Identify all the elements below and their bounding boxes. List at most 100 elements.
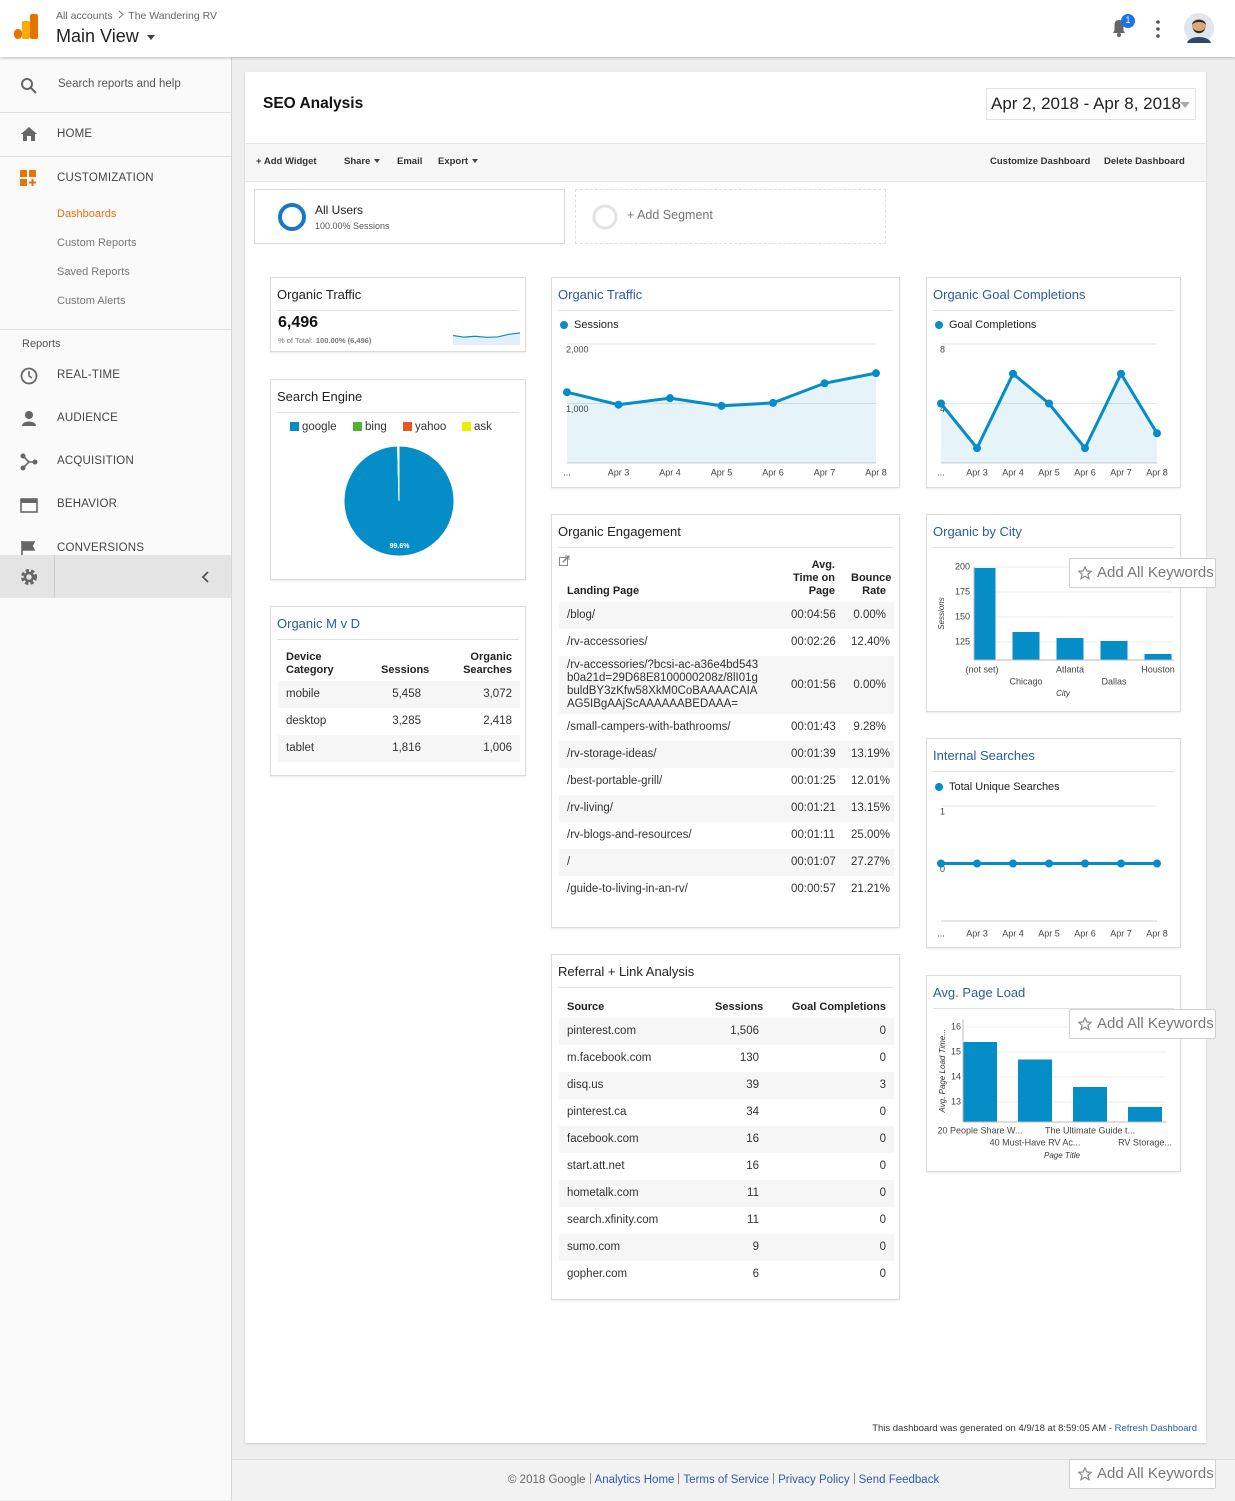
column-header: Bounce Rate [843,555,894,602]
table-cell: 5,458 [373,681,429,708]
legend-swatch [290,422,299,431]
footer-link[interactable]: Terms of Service [683,1474,769,1486]
table-cell: 0 [767,1207,894,1234]
dropdown-caret [1180,102,1190,108]
settings-icon[interactable] [19,567,39,587]
breadcrumb: All accounts The Wandering RV [56,10,217,22]
breadcrumb-item[interactable]: All accounts [56,10,113,22]
table-cell: 11 [707,1207,767,1234]
nav-item[interactable]: BEHAVIOR [57,498,117,510]
sidebar: Search reports and help HOME CUSTOMIZATI… [0,57,232,1500]
date-range-picker[interactable]: Apr 2, 2018 - Apr 8, 2018 [986,88,1196,120]
x-tick-label: Apr 7 [1110,467,1132,477]
nav-subitem[interactable]: Custom Reports [57,237,136,249]
toolbar-button[interactable]: Customize Dashboard [990,156,1090,167]
more-menu[interactable] [1153,18,1163,40]
add-keywords-button[interactable]: Add All Keywords [1069,1009,1216,1039]
top-bar: All accounts The Wandering RV Main View … [0,0,1235,57]
legend-label: Total Unique Searches [949,781,1060,793]
refresh-link[interactable]: Refresh Dashboard [1115,1423,1197,1434]
point [718,402,726,410]
cell-text: mobile [286,685,371,704]
nav-subitem-active[interactable]: Dashboards [57,208,116,220]
breadcrumb-item[interactable]: The Wandering RV [128,10,217,22]
toolbar-button[interactable]: Email [397,156,422,167]
nav-item[interactable]: AUDIENCE [57,412,118,424]
y-tick-label: 8 [940,344,945,354]
link-cell [763,741,783,768]
table-cell: 16 [707,1126,767,1153]
legend-label: ask [474,421,492,433]
x-tick-label: Apr 8 [865,467,887,477]
toolbar-label: Export [438,156,468,167]
copyright: © 2018 Google [508,1474,586,1486]
x-tick-label: Apr 6 [1074,467,1096,477]
point [615,401,623,409]
add-keywords-button[interactable]: Add All Keywords [1069,558,1216,588]
user-avatar[interactable] [1184,13,1214,43]
table-cell: /rv-accessories/ [559,629,763,656]
x-tick-label: 20 People Share W... [937,1125,1022,1135]
link-cell [763,629,783,656]
column-header: Goal Completions [767,997,894,1018]
cell-text: hometalk.com [567,1184,705,1203]
nav-item[interactable]: REAL-TIME [57,369,120,381]
table-cell: start.att.net [559,1153,707,1180]
y-tick-label: 175 [955,586,970,596]
search-box[interactable]: Search reports and help [58,78,181,90]
table-cell: 3 [767,1072,894,1099]
widget-title: Organic Engagement [558,515,893,548]
toolbar-button[interactable]: Export [438,156,478,167]
divider [0,156,231,157]
nav-item[interactable]: HOME [57,128,92,140]
toolbar-button[interactable]: Delete Dashboard [1104,156,1185,167]
nav-item[interactable]: CONVERSIONS [57,542,144,554]
metric-value: 6,496 [278,314,318,332]
dropdown-caret [472,159,478,163]
area [567,373,876,463]
separator [854,1473,855,1484]
add-segment[interactable]: + Add Segment [575,189,886,244]
legend-swatch [462,422,471,431]
x-tick-label: Apr 7 [814,467,836,477]
nav-item[interactable]: ACQUISITION [57,455,134,467]
bar [1073,1087,1107,1122]
nav-subitem[interactable]: Saved Reports [57,266,130,278]
customization-icon [20,170,38,188]
footer-link[interactable]: Analytics Home [595,1474,675,1486]
widget-title: Organic M v D [277,607,519,640]
x-tick-label: Apr 6 [1074,928,1096,938]
view-selector[interactable]: Main View [56,26,155,47]
toolbar-button[interactable]: Share [344,156,380,167]
table-cell: 00:01:56 [783,656,843,714]
nav-item[interactable]: CUSTOMIZATION [57,172,154,184]
point [1153,429,1161,437]
collapse-icon[interactable] [200,570,212,584]
nav-subitem[interactable]: Custom Alerts [57,295,125,307]
table-cell: 39 [707,1072,767,1099]
toolbar-button[interactable]: + Add Widget [256,156,317,167]
add-keywords-button[interactable]: Add All Keywords [1069,1459,1216,1489]
table-cell: 00:02:26 [783,629,843,656]
footer-link[interactable]: Privacy Policy [778,1474,850,1486]
point [1153,860,1161,868]
bar [1128,1107,1162,1122]
divider [0,329,231,330]
legend-label: Sessions [574,319,619,331]
notifications[interactable] [1108,12,1138,42]
conversions-icon [20,540,38,555]
segment-card[interactable]: All Users 100.00% Sessions [254,189,565,244]
table-cell: tablet [278,735,373,762]
footer-link[interactable]: Send Feedback [859,1474,940,1486]
button-label: Add All Keywords [1097,1465,1214,1482]
divider [0,112,231,113]
external-link-icon[interactable] [559,555,570,566]
